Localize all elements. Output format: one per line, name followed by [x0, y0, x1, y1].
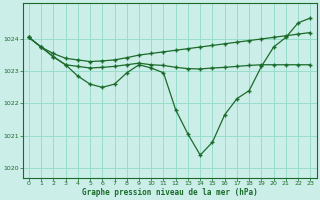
X-axis label: Graphe pression niveau de la mer (hPa): Graphe pression niveau de la mer (hPa): [82, 188, 258, 197]
